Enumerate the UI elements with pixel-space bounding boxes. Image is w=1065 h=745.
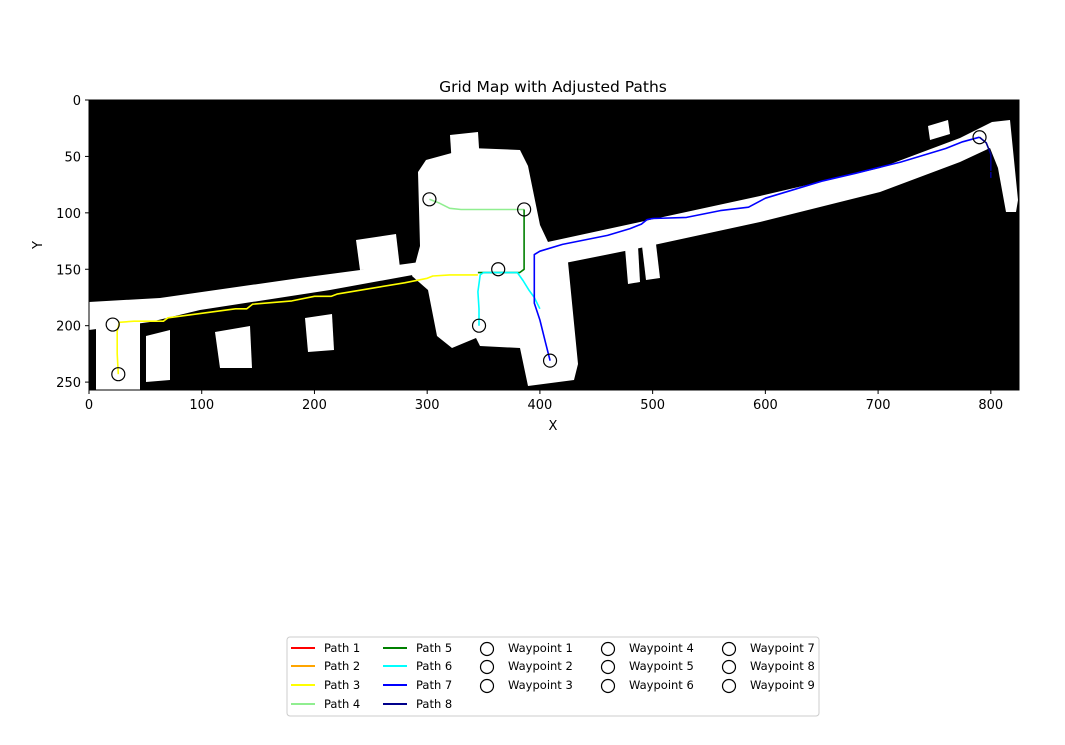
y-tick-label: 200 — [56, 320, 81, 335]
left-room — [146, 330, 170, 382]
legend-label: Waypoint 3 — [508, 678, 573, 692]
corridor-right — [520, 120, 1018, 266]
y-tick-label: 50 — [64, 150, 81, 165]
waypoint-marker-4 — [517, 202, 532, 217]
legend-label: Waypoint 4 — [629, 641, 694, 655]
legend-marker — [721, 678, 737, 694]
waypoint-marker-2 — [111, 367, 126, 382]
legend-marker — [721, 641, 737, 657]
waypoint-marker-8 — [972, 130, 987, 145]
legend-marker — [479, 641, 495, 657]
legend-label: Waypoint 8 — [750, 659, 815, 673]
right-pillar-a — [625, 246, 640, 284]
legend-label: Path 7 — [416, 678, 452, 692]
waypoint-marker-5 — [491, 262, 506, 277]
legend-label: Waypoint 9 — [750, 678, 815, 692]
legend-label: Path 8 — [416, 697, 452, 711]
series-line-7 — [533, 136, 980, 361]
legend-label: Path 1 — [324, 641, 360, 655]
legend-label: Path 4 — [324, 697, 360, 711]
x-tick-label: 500 — [640, 398, 665, 413]
legend-marker — [479, 659, 495, 675]
legend-label: Path 6 — [416, 659, 452, 673]
legend-marker — [721, 659, 737, 675]
legend-label: Path 2 — [324, 659, 360, 673]
x-axis-ticks: 0 100 200 300 400 500 600 700 800 — [85, 390, 1003, 413]
y-tick-label: 0 — [73, 94, 81, 109]
series-line-4 — [429, 198, 525, 211]
chart-title: Grid Map with Adjusted Paths — [439, 78, 667, 96]
paths-layer — [116, 136, 992, 375]
top-right-room — [928, 120, 950, 140]
x-tick-label: 400 — [527, 398, 552, 413]
legend: Path 1 Path 2 Path 3 Path 4 Path 5 Path 6 Path… — [286, 636, 820, 717]
y-tick-label: 150 — [56, 263, 81, 278]
x-tick-label: 600 — [753, 398, 778, 413]
legend-label: Waypoint 6 — [629, 678, 694, 692]
x-tick-label: 100 — [189, 398, 214, 413]
lower-room-b — [305, 314, 334, 352]
y-axis-ticks: 0 50 100 150 200 250 — [56, 94, 89, 391]
y-axis-label: Y — [31, 241, 46, 250]
lower-room-a — [215, 326, 252, 368]
legend-label: Waypoint 7 — [750, 641, 815, 655]
series-line-3 — [116, 274, 478, 375]
x-tick-label: 300 — [415, 398, 440, 413]
upper-room — [356, 234, 400, 270]
corridor-left — [89, 262, 440, 330]
right-pillar-b — [642, 244, 660, 280]
central-room — [412, 148, 578, 386]
y-tick-label: 250 — [56, 376, 81, 391]
x-tick-label: 700 — [866, 398, 891, 413]
small-room-top — [450, 132, 480, 166]
legend-marker — [600, 641, 616, 657]
y-tick-label: 100 — [56, 207, 81, 222]
map-free-space — [89, 120, 1018, 390]
x-tick-label: 800 — [978, 398, 1003, 413]
legend-label: Path 5 — [416, 641, 452, 655]
waypoint-marker-3 — [422, 192, 437, 207]
series-line-8 — [978, 136, 992, 178]
legend-frame — [286, 636, 820, 717]
legend-marker — [600, 678, 616, 694]
legend-label: Path 3 — [324, 678, 360, 692]
x-axis-label: X — [549, 419, 558, 434]
legend-label: Waypoint 1 — [508, 641, 573, 655]
legend-label: Waypoint 2 — [508, 659, 573, 673]
waypoint-marker-6 — [471, 318, 487, 333]
waypoint-marker-7 — [542, 353, 558, 368]
legend-label: Waypoint 5 — [629, 659, 694, 673]
x-tick-label: 200 — [302, 398, 327, 413]
legend-marker — [479, 678, 495, 694]
legend-marker — [600, 659, 616, 675]
x-tick-label: 0 — [85, 398, 93, 413]
waypoint-marker-9 — [983, 170, 998, 185]
waypoint-marker-1 — [105, 317, 120, 332]
series-line-6 — [477, 271, 541, 326]
waypoints-layer — [105, 130, 998, 382]
axes-frame — [88, 99, 1020, 391]
